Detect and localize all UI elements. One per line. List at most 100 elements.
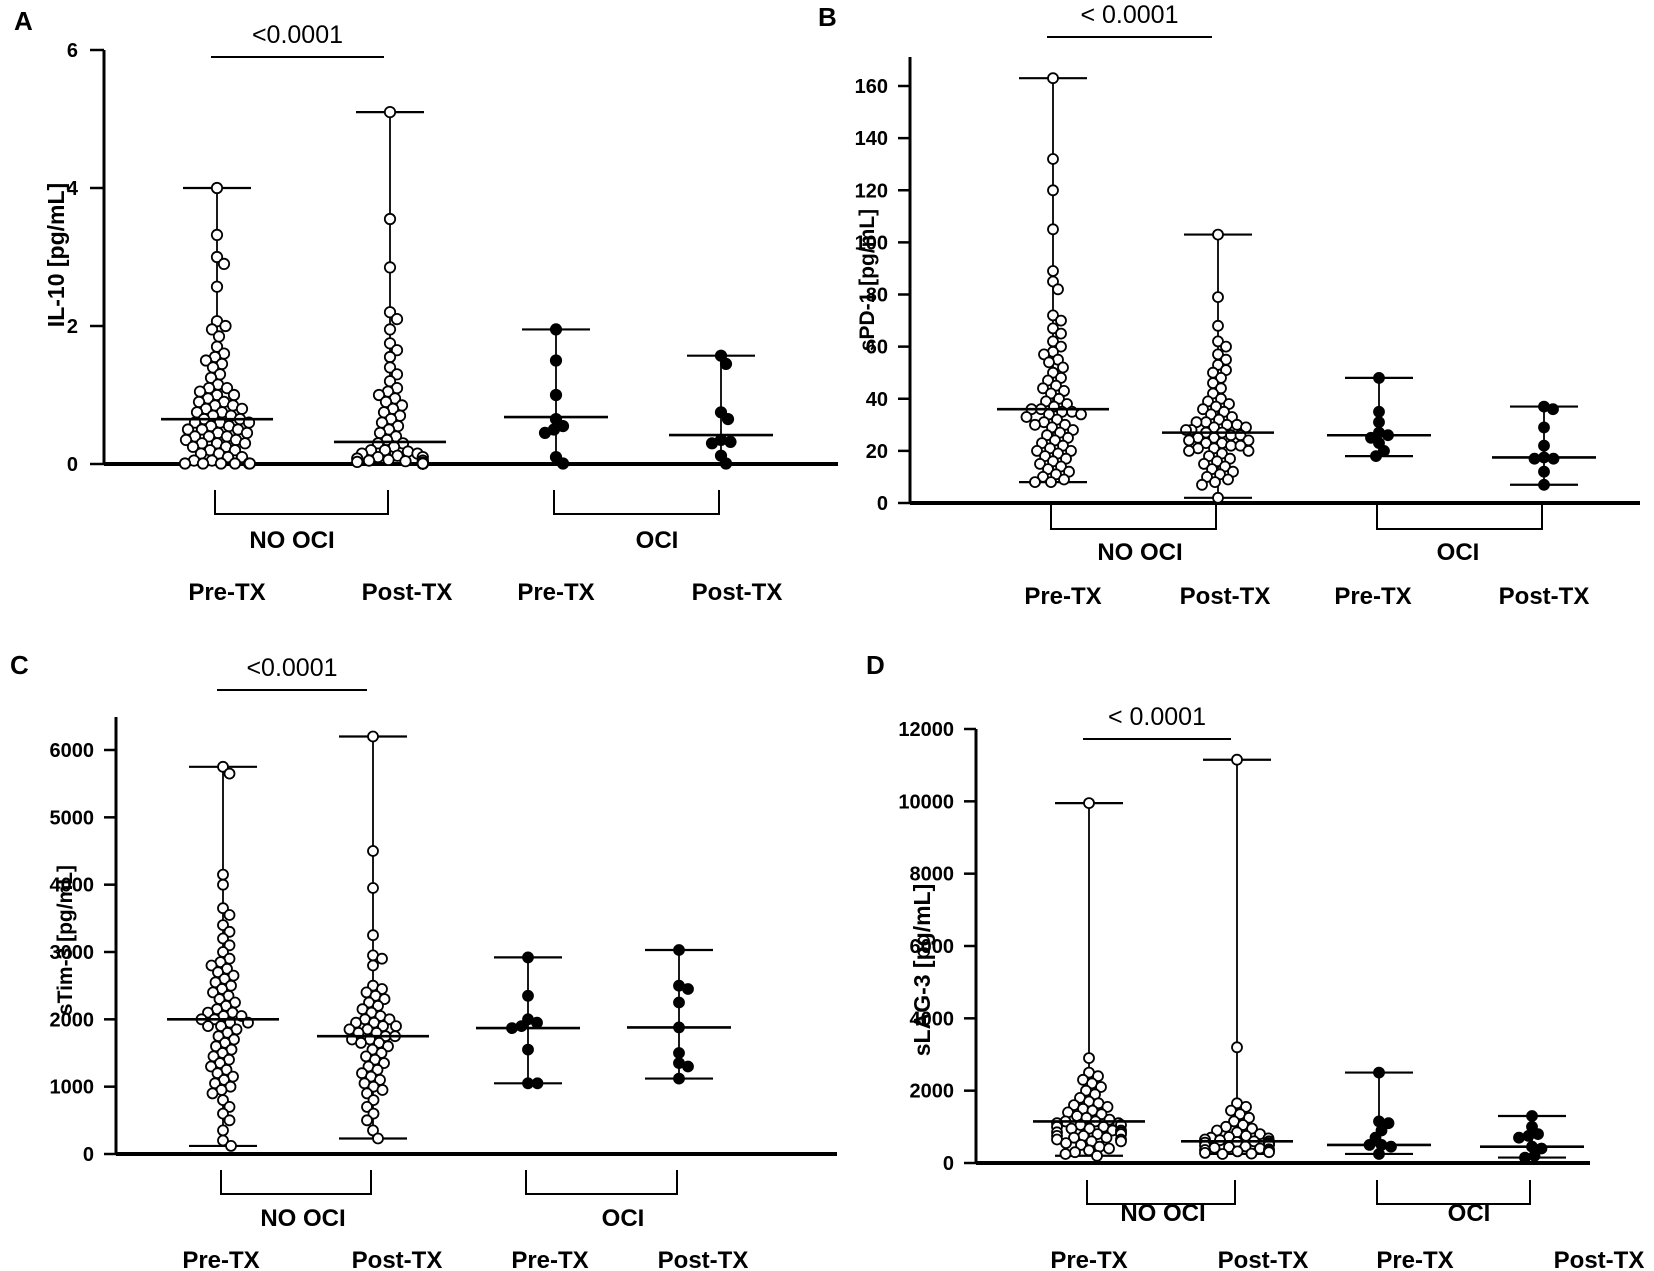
data-point [1225,439,1237,452]
data-point [1528,1149,1541,1162]
y-tick-label: 40 [866,389,888,411]
data-point [673,944,685,956]
category-label: Post-TX [1180,583,1271,610]
data-point [1538,421,1550,434]
data-point [390,368,404,381]
data-point [382,453,395,466]
series-0 [161,181,273,470]
y-tick-label: 60 [866,337,888,359]
data-point [1240,1101,1252,1113]
data-point [1075,1139,1087,1151]
data-point [383,361,397,374]
data-point [383,261,397,274]
category-label: Pre-TX [1050,1247,1127,1271]
series-3 [1480,1110,1584,1164]
data-point [721,412,735,426]
data-point [1373,1148,1385,1160]
data-point [1037,382,1049,395]
group-bracket [1376,1180,1531,1205]
y-axis-label: sLAG-3 [pg/mL] [909,884,935,1057]
data-point [383,306,397,319]
data-point [206,1087,219,1100]
data-point [1037,470,1049,483]
data-point [210,181,224,195]
y-tick-label: 6000 [910,936,955,958]
group-label: NO OCI [1097,539,1182,566]
data-point [1519,1151,1531,1164]
series-0 [167,760,279,1152]
data-point [522,951,534,964]
series-1 [334,106,446,470]
data-point [214,457,228,470]
category-label: Post-TX [1499,583,1590,610]
data-point [228,457,242,470]
series-3 [627,944,731,1085]
data-point [1101,1101,1114,1113]
data-point [1373,1066,1385,1079]
data-point [1045,476,1057,489]
data-point [1055,340,1067,353]
data-point [1060,1137,1072,1149]
data-point [202,1020,214,1032]
series-1 [1162,228,1274,504]
series-2 [1327,371,1431,463]
data-point [515,1020,528,1032]
data-point [390,312,404,326]
data-point [240,426,254,439]
data-point [1522,1130,1535,1142]
data-point [178,457,192,470]
data-point [210,250,224,264]
data-point [1212,319,1224,332]
category-label: Post-TX [658,1247,749,1271]
data-point [399,455,412,468]
group-label: OCI [1437,539,1480,566]
data-point [1183,434,1195,447]
data-point [1197,403,1209,416]
data-point [1183,444,1195,457]
data-point [673,1072,685,1085]
y-tick-label: 6000 [50,740,95,762]
data-point [1058,473,1070,486]
y-tick-label: 1000 [50,1077,95,1099]
group-label: OCI [636,527,679,554]
group-bracket [1376,505,1543,530]
category-label: Pre-TX [1376,1247,1453,1271]
data-point [538,426,552,439]
data-point [1231,1145,1244,1158]
data-point [1091,1149,1103,1162]
group-bracket [553,490,720,515]
data-point [1083,1052,1095,1064]
y-tick-label: 4 [67,178,79,200]
data-point [1547,403,1559,416]
data-point [1095,1081,1107,1093]
y-tick-label: 2000 [50,1009,95,1031]
data-point [416,457,429,470]
y-tick-label: 140 [855,128,888,150]
data-point [1370,450,1382,463]
data-point [227,388,241,402]
y-axis-label: sPD-1 [pg/mL] [856,209,879,351]
data-point [243,457,256,470]
p-value-label: <0.0001 [246,654,337,682]
data-point [719,357,733,370]
data-point [1029,418,1041,431]
data-point [1047,309,1059,322]
data-point [673,1047,685,1059]
data-point [1212,291,1224,304]
data-point [1538,478,1550,491]
y-tick-label: 80 [866,285,888,307]
data-point [195,423,209,436]
data-point [1057,361,1069,374]
data-point [219,319,232,333]
data-point [238,437,252,450]
panel-B: B 0 20 40 60 80 100 120 140 160 sPD-1 [pg/mL] < 0.0… [818,1,1640,610]
data-point [1263,1146,1275,1159]
data-point [531,1016,543,1029]
data-point [1547,452,1560,465]
data-point [223,909,236,921]
data-point [217,1134,229,1147]
data-point [199,354,213,367]
series-1 [317,730,429,1145]
data-point [217,868,229,881]
y-tick-label: 3000 [50,942,95,964]
